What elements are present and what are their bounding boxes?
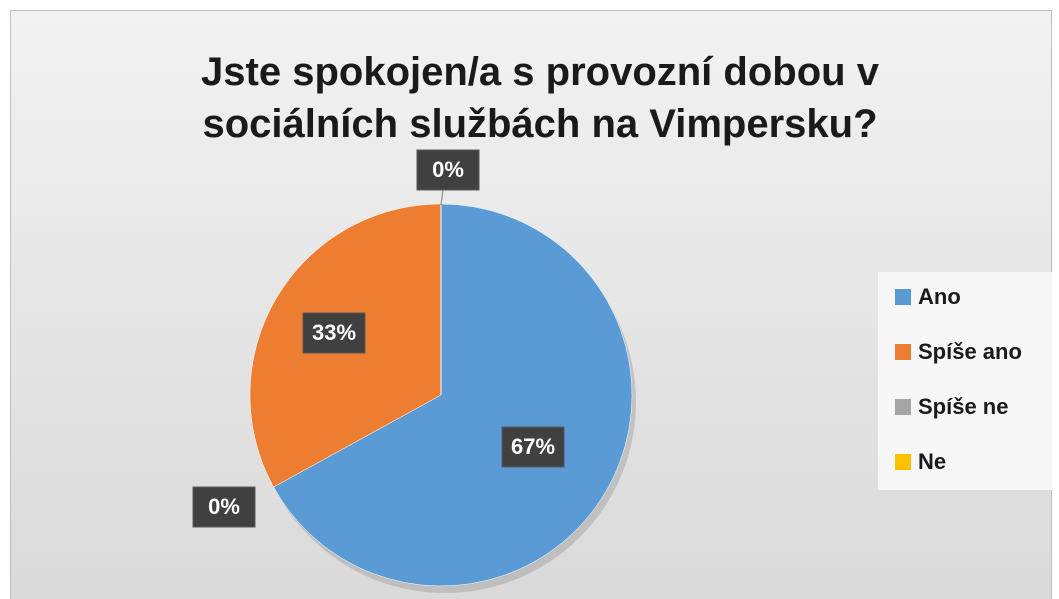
legend-swatch [895,289,911,305]
legend-label: Spíše ne [918,394,1008,419]
legend-swatch [895,454,911,470]
legend-swatch [895,344,911,360]
legend-box [878,272,1052,490]
data-label: 33% [312,320,356,345]
data-label: 0% [208,494,240,519]
leader-line [440,189,444,206]
data-label-box [192,486,256,528]
data-label-box [416,149,480,191]
legend-label: Spíše ano [918,339,1022,364]
chart-title: Jste spokojen/a s provozní dobou v sociá… [201,50,879,146]
data-label-box [501,426,565,468]
legend-swatch [895,399,911,415]
data-label: 67% [511,434,555,459]
pie-slice [273,203,633,587]
data-label: 0% [432,157,464,182]
data-label-box [302,312,366,354]
legend-label: Ne [918,449,946,474]
legend-label: Ano [918,284,961,309]
